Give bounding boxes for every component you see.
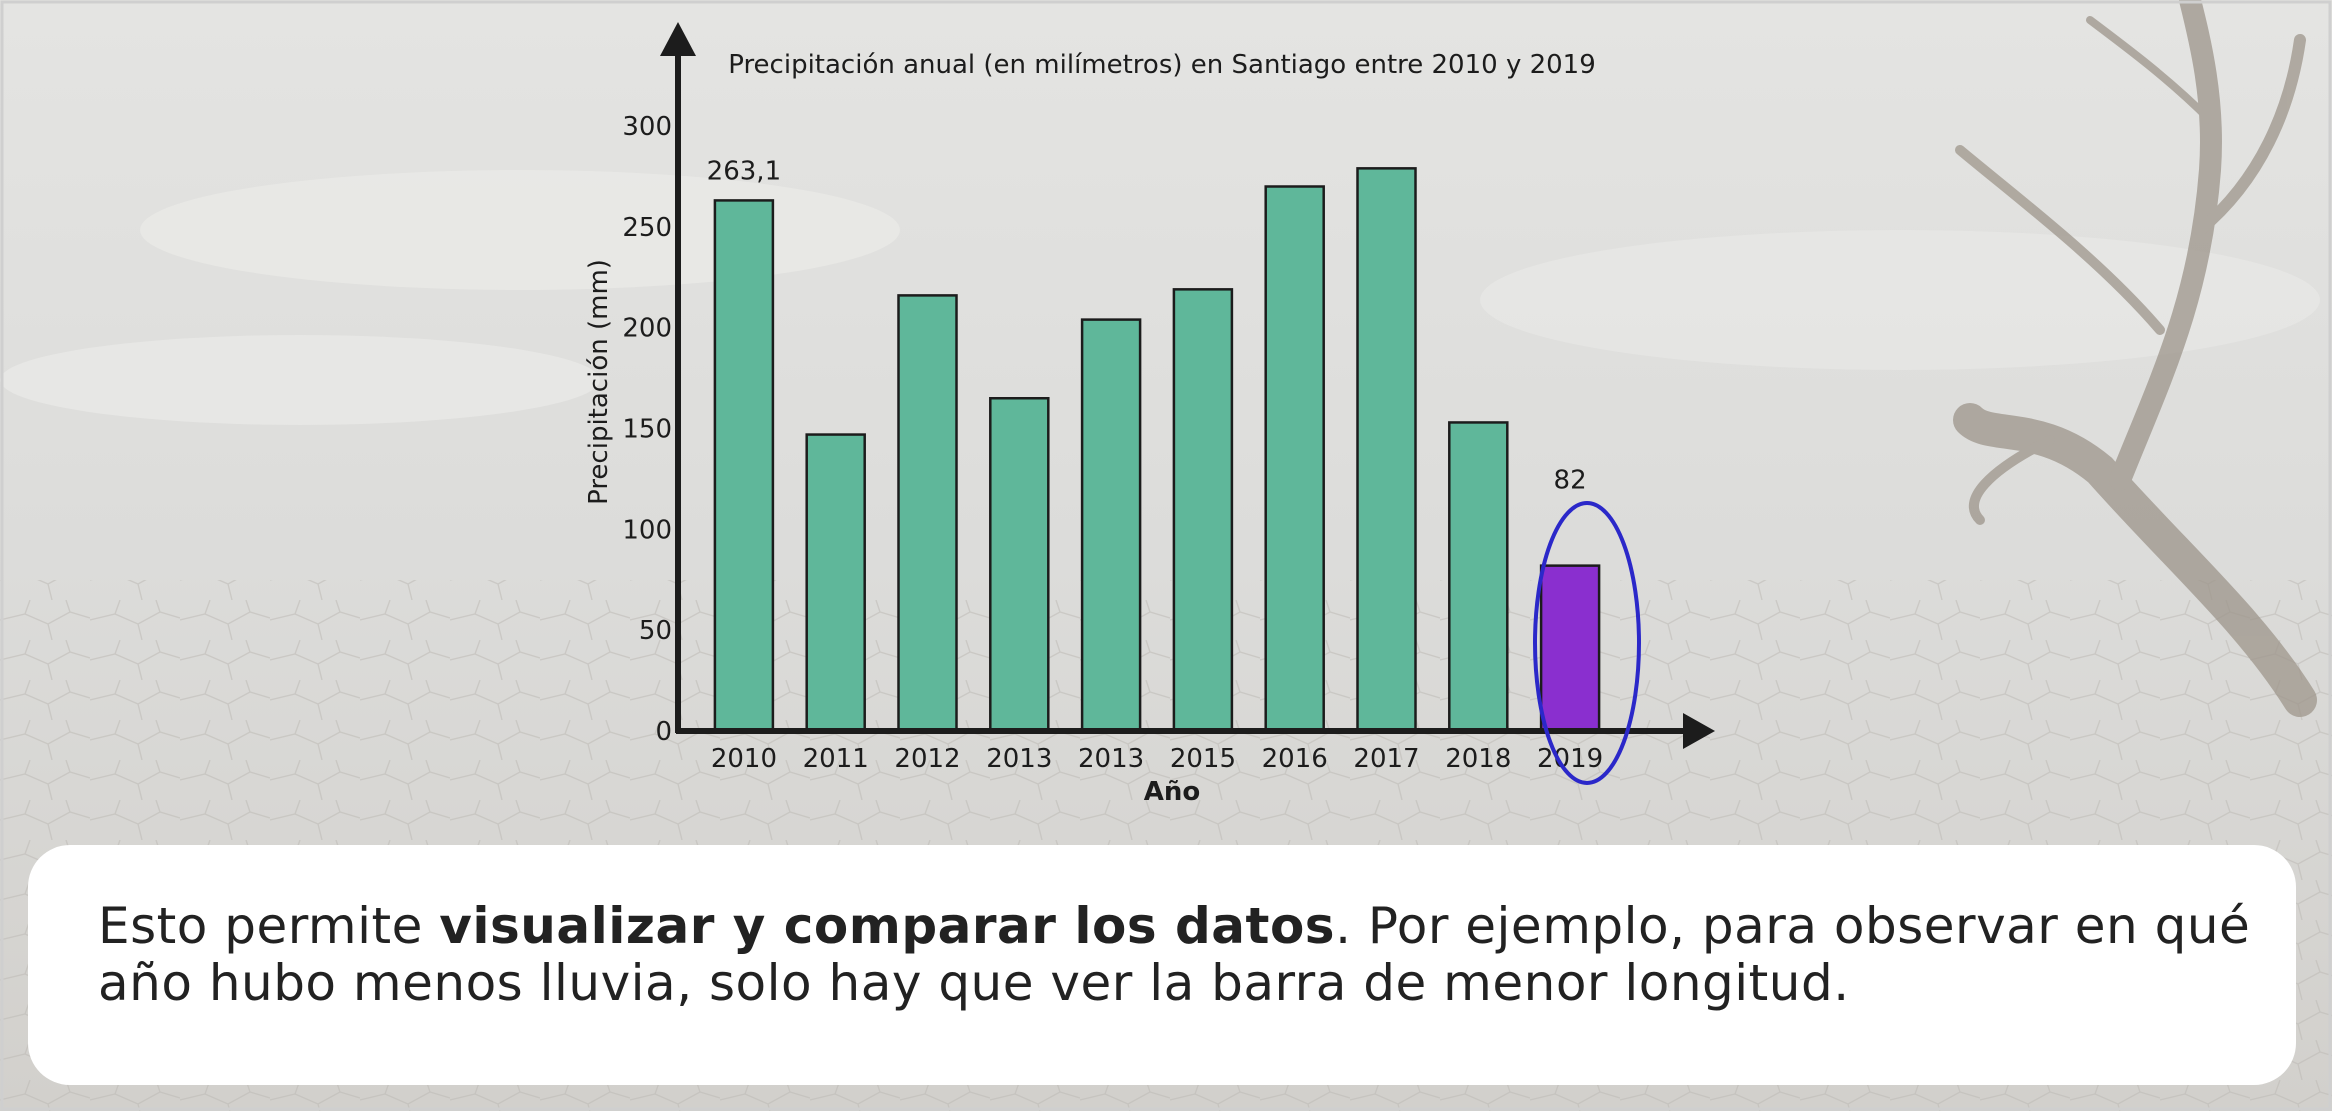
- y-tick-label: 300: [622, 112, 672, 142]
- x-tick-label: 2018: [1445, 744, 1511, 774]
- bar-2015: [1172, 288, 1234, 733]
- x-tick-label: 2015: [1170, 744, 1236, 774]
- x-tick-label: 2013: [1078, 744, 1144, 774]
- bar-2016: [1264, 185, 1325, 733]
- x-tick-label: 2010: [711, 744, 777, 774]
- caption-text-part1: Esto permite: [98, 897, 440, 955]
- y-tick-labels: 0 50 100 150 200 250 300: [622, 112, 672, 747]
- y-axis-label: Precipitación (mm): [584, 259, 614, 505]
- x-tick-label: 2019: [1537, 744, 1603, 774]
- data-labels: 263,1 82: [707, 156, 1587, 495]
- bar-2011: [805, 433, 866, 733]
- bars: [713, 167, 1601, 733]
- bar-chart: Precipitación anual (en milímetros) en S…: [584, 22, 1715, 807]
- x-tick-label: 2017: [1353, 744, 1419, 774]
- bar-2010: [713, 199, 775, 733]
- x-tick-label: 2016: [1262, 744, 1328, 774]
- y-axis-arrow: [660, 22, 696, 56]
- caption-text-bold: visualizar y comparar los datos: [439, 897, 1336, 955]
- bar-2013-b: [1080, 318, 1142, 733]
- bar-2012: [897, 294, 958, 733]
- y-tick-label: 50: [639, 616, 672, 646]
- caption-text: Esto permite visualizar y comparar los d…: [98, 898, 2258, 1012]
- x-axis-arrow: [1683, 713, 1715, 749]
- bar-2019: [1539, 564, 1601, 733]
- data-label: 263,1: [707, 156, 781, 186]
- x-axis-label: Año: [1144, 777, 1201, 807]
- y-tick-label: 150: [622, 415, 672, 445]
- y-tick-label: 250: [622, 213, 672, 243]
- bar-2017: [1356, 167, 1417, 733]
- x-tick-label: 2011: [803, 744, 869, 774]
- y-axis-label-group: Precipitación (mm): [584, 259, 614, 505]
- y-tick-label: 0: [655, 717, 672, 747]
- x-tick-label: 2012: [894, 744, 960, 774]
- caption-card: [28, 845, 2296, 1085]
- data-label: 82: [1554, 466, 1587, 496]
- y-tick-label: 200: [622, 314, 672, 344]
- bar-2018: [1448, 421, 1509, 733]
- highlight-ellipse: [1533, 501, 1641, 785]
- caption-text-part2: . Por ejemplo, para observar en qué año …: [98, 897, 2251, 1012]
- bar-2013: [989, 397, 1050, 733]
- dead-tree-illustration: [1953, 0, 2317, 717]
- x-tick-label: 2013: [986, 744, 1052, 774]
- x-tick-labels: 2010 2011 2012 2013 2013 2015 2016 2017 2018 2019: [711, 744, 1603, 774]
- y-tick-label: 100: [622, 515, 672, 545]
- chart-title: Precipitación anual (en milímetros) en S…: [728, 50, 1596, 80]
